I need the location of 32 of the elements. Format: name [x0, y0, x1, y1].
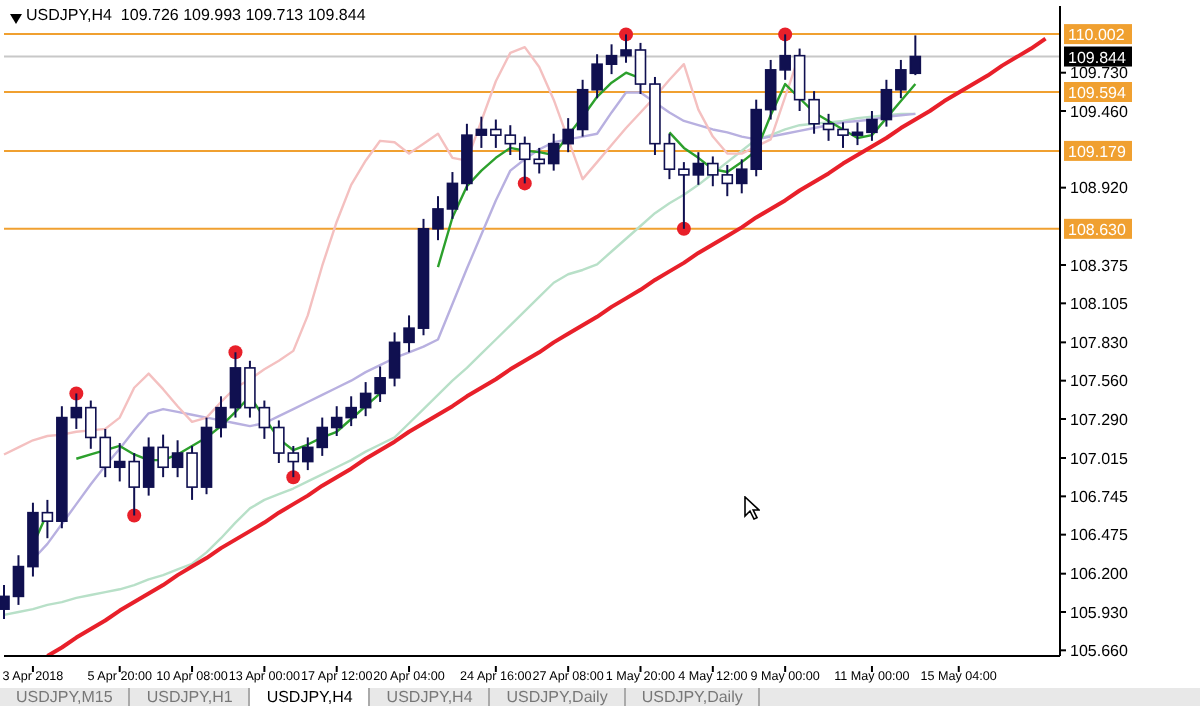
- text: USDJPY,H1: [130, 688, 251, 706]
- point: [619, 27, 634, 42]
- y-tick-label: 107.015: [1070, 449, 1129, 468]
- ref-line-label: 110.002: [1068, 26, 1126, 45]
- y-tick-label: 107.560: [1070, 372, 1129, 391]
- ref-line-label: 108.630: [1068, 220, 1127, 239]
- y-tick-label: 107.290: [1070, 410, 1129, 429]
- ref-line-label: 109.844: [1068, 48, 1127, 67]
- y-tick-label: 106.475: [1070, 526, 1129, 545]
- y-tick-label: 108.920: [1070, 179, 1129, 198]
- y-tick-label: 108.375: [1070, 256, 1129, 275]
- text: USDJPY,H4: [250, 688, 371, 706]
- point: [228, 345, 243, 360]
- y-tick-label: 109.460: [1070, 102, 1129, 121]
- text: USDJPY,M15: [0, 688, 131, 706]
- text: USDJPY,H4: [370, 688, 491, 706]
- y-tick-label: 106.745: [1070, 488, 1129, 507]
- y-tick-label: 107.830: [1070, 334, 1129, 353]
- text: USDJPY,Daily: [625, 688, 761, 706]
- y-tick-label: 109.730: [1070, 64, 1129, 83]
- y-tick-label: 105.930: [1070, 603, 1129, 622]
- line-series: [45, 36, 1048, 656]
- text: USDJPY,Daily: [490, 688, 626, 706]
- y-tick-label: 106.200: [1070, 565, 1129, 584]
- y-tick-label: 105.660: [1070, 642, 1129, 660]
- point: [676, 221, 691, 236]
- point: [778, 27, 793, 42]
- point: [286, 470, 301, 485]
- chart-title: USDJPY,H4 109.726 109.993 109.713 109.844: [26, 6, 366, 24]
- ref-line-label: 109.179: [1068, 142, 1127, 161]
- y-tick-label: 108.105: [1070, 295, 1129, 314]
- ref-line-label: 109.594: [1068, 84, 1127, 102]
